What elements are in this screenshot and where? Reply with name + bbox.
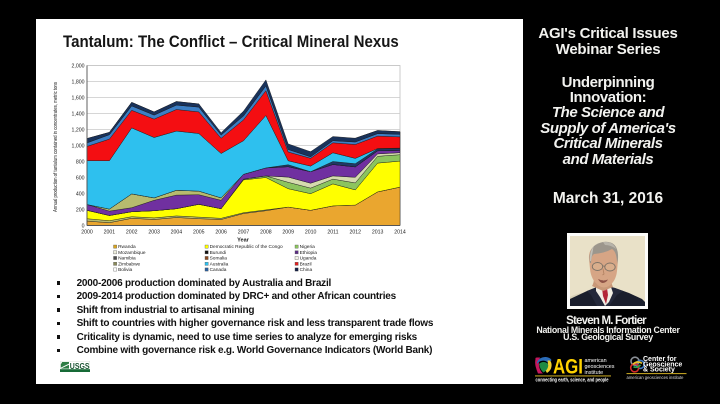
svg-text:800: 800	[76, 159, 85, 165]
svg-text:2001: 2001	[104, 230, 116, 236]
svg-text:2002: 2002	[126, 230, 138, 236]
svg-text:2008: 2008	[260, 230, 272, 236]
svg-text:0: 0	[82, 223, 85, 229]
svg-text:AGI: AGI	[553, 356, 583, 379]
svg-text:2013: 2013	[372, 230, 384, 236]
svg-text:american: american	[585, 358, 607, 364]
svg-text:2010: 2010	[305, 230, 317, 236]
svg-text:2012: 2012	[350, 230, 362, 236]
svg-text:Brazil: Brazil	[300, 261, 312, 267]
svg-text:Mozambique: Mozambique	[118, 250, 146, 256]
svg-text:2007: 2007	[238, 230, 250, 236]
svg-text:Uganda: Uganda	[300, 256, 317, 262]
svg-text:Geoscience: Geoscience	[643, 361, 682, 368]
svg-text:200: 200	[76, 207, 85, 213]
svg-text:Nigeria: Nigeria	[300, 244, 316, 250]
svg-text:Namibia: Namibia	[118, 256, 136, 262]
svg-text:2011: 2011	[327, 230, 338, 236]
svg-text:& Society: & Society	[643, 367, 675, 374]
svg-text:Year: Year	[237, 238, 250, 244]
svg-text:Somalia: Somalia	[210, 256, 228, 262]
svg-text:Ethiopia: Ethiopia	[300, 250, 318, 256]
svg-text:2005: 2005	[193, 230, 205, 236]
svg-text:2009: 2009	[282, 230, 294, 236]
svg-text:Zimbabwe: Zimbabwe	[118, 261, 140, 267]
svg-text:600: 600	[76, 175, 85, 181]
svg-text:Center for: Center for	[643, 356, 677, 363]
svg-text:Rwanda: Rwanda	[118, 244, 136, 250]
svg-text:Canada: Canada	[210, 267, 227, 273]
svg-text:geosciences: geosciences	[585, 364, 615, 370]
svg-text:Bolivia: Bolivia	[118, 267, 132, 273]
svg-text:institute: institute	[585, 370, 604, 376]
svg-text:2014: 2014	[394, 230, 406, 236]
svg-text:american geosciences institute: american geosciences institute	[627, 375, 685, 380]
svg-text:1,600: 1,600	[72, 95, 85, 101]
svg-text:Burundi: Burundi	[210, 250, 227, 256]
svg-text:China: China	[300, 267, 313, 273]
svg-text:connecting earth, science, and: connecting earth, science, and people	[536, 378, 609, 384]
svg-text:2004: 2004	[171, 230, 183, 236]
svg-text:2006: 2006	[215, 230, 227, 236]
svg-text:2,000: 2,000	[72, 63, 85, 69]
svg-text:USGS: USGS	[70, 361, 90, 371]
svg-text:1,400: 1,400	[72, 111, 85, 117]
svg-text:2003: 2003	[148, 230, 160, 236]
svg-text:Australia: Australia	[210, 261, 229, 267]
svg-text:2000: 2000	[81, 230, 93, 236]
svg-text:1,800: 1,800	[72, 79, 85, 85]
svg-text:400: 400	[76, 191, 85, 197]
svg-text:Democratic Republic of the Con: Democratic Republic of the Congo	[210, 244, 283, 250]
svg-text:1,000: 1,000	[72, 143, 85, 149]
svg-text:Annual production of tantalum: Annual production of tantalum contained …	[53, 82, 59, 212]
svg-text:1,200: 1,200	[72, 127, 85, 133]
